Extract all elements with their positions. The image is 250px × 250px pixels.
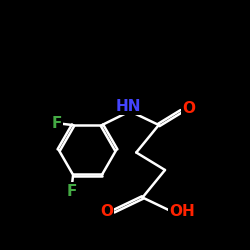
Text: O: O bbox=[182, 101, 195, 116]
Text: O: O bbox=[100, 204, 113, 219]
Text: F: F bbox=[52, 116, 62, 131]
Text: OH: OH bbox=[169, 204, 194, 219]
Text: F: F bbox=[67, 184, 77, 199]
Text: HN: HN bbox=[116, 99, 141, 114]
